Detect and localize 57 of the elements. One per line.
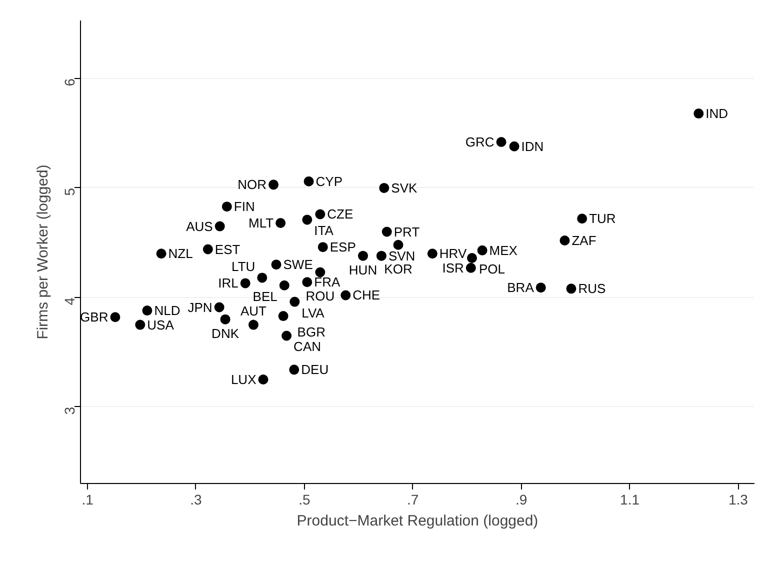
annotation: BEL — [252, 288, 278, 304]
annotation: ROU — [306, 288, 335, 304]
x-tick-label: 1.3 — [728, 492, 748, 508]
x-tick-label: .5 — [298, 492, 310, 508]
annotation: FRA — [314, 274, 340, 290]
annotation: CAN — [294, 339, 322, 354]
annotation: MEX — [489, 242, 518, 258]
annotation: POL — [478, 262, 506, 277]
annotation: RUS — [578, 281, 606, 296]
annotation: DEU — [301, 362, 329, 378]
annotation: IDN — [521, 138, 544, 154]
x-tick-label: .9 — [516, 492, 528, 508]
annotation: FIN — [234, 199, 255, 214]
annotation: AUS — [186, 218, 214, 234]
x-tick-label: 1.1 — [620, 492, 640, 508]
annotation: BRA — [507, 280, 534, 296]
annotation: HRV — [439, 246, 467, 262]
annotation: LVA — [302, 305, 325, 320]
annotation: PRT — [394, 224, 420, 240]
y-tick-label: 5 — [62, 188, 78, 196]
annotation: GBR — [80, 310, 108, 325]
annotation: ISR — [442, 260, 464, 276]
y-axis-title: Firms per Worker (logged) — [34, 164, 52, 340]
annotation: NOR — [238, 177, 267, 192]
annotation: SVK — [391, 180, 418, 196]
y-tick-label: 3 — [62, 406, 78, 415]
annotation: EST — [214, 242, 240, 257]
annotation: CHE — [352, 288, 380, 303]
x-tick-label: .7 — [407, 492, 419, 508]
annotation: ZAF — [572, 233, 596, 248]
annotation: LUX — [230, 372, 257, 388]
x-axis-title: Product−Market Regulation (logged) — [296, 512, 538, 530]
annotation: MLT — [248, 215, 274, 230]
annotation: HUN — [348, 262, 378, 278]
annotation: DNK — [212, 326, 240, 341]
annotation: CYP — [316, 174, 343, 189]
annotation: TUR — [589, 211, 616, 226]
annotation: NZL — [168, 246, 193, 262]
annotation: LTU — [232, 259, 256, 274]
y-tick-label: 4 — [62, 297, 78, 306]
annotation: ESP — [330, 240, 356, 255]
y-tick-label: 6 — [62, 78, 78, 86]
annotation: IND — [706, 106, 728, 122]
annotation: NLD — [154, 303, 180, 318]
x-tick-label: .1 — [82, 492, 94, 508]
annotation: BGR — [297, 324, 326, 340]
annotation: AUT — [240, 303, 267, 318]
annotation: GRC — [465, 134, 494, 150]
x-tick-label: .3 — [190, 492, 202, 508]
annotation: SWE — [283, 257, 314, 272]
annotation: KOR — [384, 261, 412, 276]
annotation: ITA — [314, 223, 334, 238]
annotation: USA — [147, 317, 174, 332]
annotation: CZE — [327, 206, 354, 222]
annotation: JPN — [188, 300, 212, 315]
annotation: SVN — [388, 248, 416, 264]
annotation: IRL — [218, 276, 238, 291]
